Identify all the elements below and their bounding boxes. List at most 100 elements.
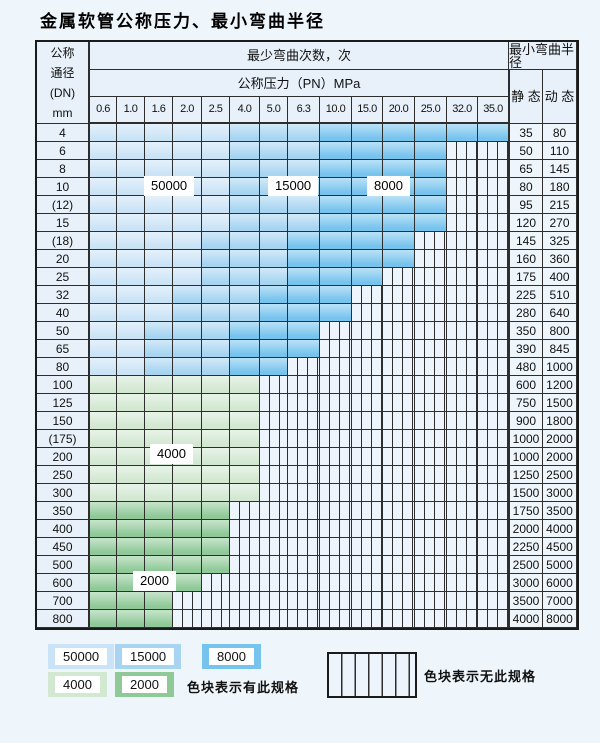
pressure-tick: 32.0 bbox=[447, 97, 478, 124]
spec-cell-8000 bbox=[230, 322, 260, 340]
spec-cell-none bbox=[447, 484, 478, 502]
spec-cell-none bbox=[447, 286, 478, 304]
spec-cell-4000 bbox=[230, 394, 260, 412]
dn-cell: 65 bbox=[37, 340, 90, 358]
spec-cell-4000 bbox=[173, 412, 202, 430]
spec-cell-none bbox=[260, 574, 288, 592]
dn-cell: 80 bbox=[37, 358, 90, 376]
spec-cell-none bbox=[320, 394, 352, 412]
spec-cell-2000 bbox=[117, 520, 145, 538]
spec-cell-none bbox=[478, 304, 509, 322]
spec-cell-2000 bbox=[117, 610, 145, 628]
spec-cell-none bbox=[230, 556, 260, 574]
spec-cell-none bbox=[383, 394, 415, 412]
spec-cell-4000 bbox=[230, 466, 260, 484]
spec-cell-none bbox=[478, 538, 509, 556]
spec-cell-none bbox=[415, 268, 447, 286]
legend-note-available: 色块表示有此规格 bbox=[187, 680, 300, 695]
spec-cell-15000 bbox=[288, 214, 320, 232]
spec-cell-none bbox=[447, 448, 478, 466]
dynamic-value-cell: 3500 bbox=[543, 502, 577, 520]
spec-cell-15000 bbox=[230, 142, 260, 160]
spec-cell-8000 bbox=[415, 196, 447, 214]
spec-cell-none bbox=[383, 268, 415, 286]
spec-cell-none bbox=[478, 250, 509, 268]
spec-cell-none bbox=[415, 394, 447, 412]
spec-cell-50000 bbox=[145, 124, 173, 142]
spec-cell-4000 bbox=[90, 466, 117, 484]
dn-column-header: 公称 通径 (DN) mm bbox=[37, 42, 90, 124]
spec-cell-none bbox=[447, 502, 478, 520]
dn-cell: 250 bbox=[37, 466, 90, 484]
spec-cell-8000 bbox=[230, 358, 260, 376]
dn-cell: 600 bbox=[37, 574, 90, 592]
spec-cell-50000 bbox=[145, 250, 173, 268]
spec-cell-none bbox=[415, 448, 447, 466]
spec-cell-15000 bbox=[230, 178, 260, 196]
spec-cell-4000 bbox=[173, 484, 202, 502]
spec-cell-8000 bbox=[383, 124, 415, 142]
spec-cell-50000 bbox=[173, 142, 202, 160]
spec-cell-8000 bbox=[288, 250, 320, 268]
spec-cell-none bbox=[352, 304, 383, 322]
spec-cell-2000 bbox=[173, 574, 202, 592]
spec-cell-none bbox=[478, 502, 509, 520]
spec-cell-2000 bbox=[173, 556, 202, 574]
spec-cell-none bbox=[352, 574, 383, 592]
spec-cell-15000 bbox=[202, 358, 230, 376]
spec-cell-2000 bbox=[117, 592, 145, 610]
spec-cell-8000 bbox=[320, 142, 352, 160]
spec-cell-none bbox=[260, 412, 288, 430]
region-label-15000: 15000 bbox=[268, 176, 319, 196]
spec-cell-15000 bbox=[230, 196, 260, 214]
spec-cell-none bbox=[383, 574, 415, 592]
spec-cell-8000 bbox=[352, 196, 383, 214]
spec-cell-none bbox=[383, 466, 415, 484]
spec-cell-none bbox=[447, 340, 478, 358]
spec-cell-4000 bbox=[90, 448, 117, 466]
dynamic-value-cell: 400 bbox=[543, 268, 577, 286]
spec-cell-none bbox=[288, 448, 320, 466]
spec-cell-none bbox=[288, 484, 320, 502]
dn-cell: 50 bbox=[37, 322, 90, 340]
spec-cell-50000 bbox=[90, 196, 117, 214]
spec-cell-none bbox=[352, 322, 383, 340]
dynamic-value-cell: 325 bbox=[543, 232, 577, 250]
spec-cell-8000 bbox=[415, 214, 447, 232]
pressure-tick: 2.0 bbox=[173, 97, 202, 124]
bend-cycles-header: 最少弯曲次数，次 bbox=[90, 42, 509, 70]
pressure-tick: 25.0 bbox=[415, 97, 447, 124]
legend-swatch-8000: 8000 bbox=[202, 644, 261, 669]
static-value-cell: 120 bbox=[509, 214, 543, 232]
legend-swatch-label: 2000 bbox=[122, 676, 167, 693]
spec-cell-4000 bbox=[230, 430, 260, 448]
spec-cell-none bbox=[447, 304, 478, 322]
legend-note-unavailable: 色块表示无此规格 bbox=[424, 669, 537, 684]
spec-cell-15000 bbox=[260, 250, 288, 268]
spec-cell-4000 bbox=[90, 376, 117, 394]
dynamic-value-cell: 3000 bbox=[543, 484, 577, 502]
spec-cell-none bbox=[478, 322, 509, 340]
region-label-50000: 50000 bbox=[144, 176, 195, 196]
spec-cell-none bbox=[447, 574, 478, 592]
spec-cell-15000 bbox=[230, 232, 260, 250]
spec-cell-none bbox=[447, 232, 478, 250]
spec-cell-50000 bbox=[90, 286, 117, 304]
spec-cell-8000 bbox=[352, 124, 383, 142]
spec-cell-50000 bbox=[117, 124, 145, 142]
spec-cell-none bbox=[478, 412, 509, 430]
spec-cell-8000 bbox=[415, 160, 447, 178]
spec-cell-none bbox=[288, 466, 320, 484]
legend-swatch-label: 8000 bbox=[209, 648, 254, 665]
spec-cell-none bbox=[202, 610, 230, 628]
spec-cell-4000 bbox=[230, 376, 260, 394]
spec-cell-15000 bbox=[260, 124, 288, 142]
spec-cell-none bbox=[415, 286, 447, 304]
spec-cell-none bbox=[230, 592, 260, 610]
static-value-cell: 35 bbox=[509, 124, 543, 142]
spec-cell-none bbox=[415, 430, 447, 448]
spec-cell-50000 bbox=[90, 124, 117, 142]
spec-cell-50000 bbox=[90, 250, 117, 268]
spec-cell-8000 bbox=[260, 340, 288, 358]
spec-cell-2000 bbox=[202, 556, 230, 574]
